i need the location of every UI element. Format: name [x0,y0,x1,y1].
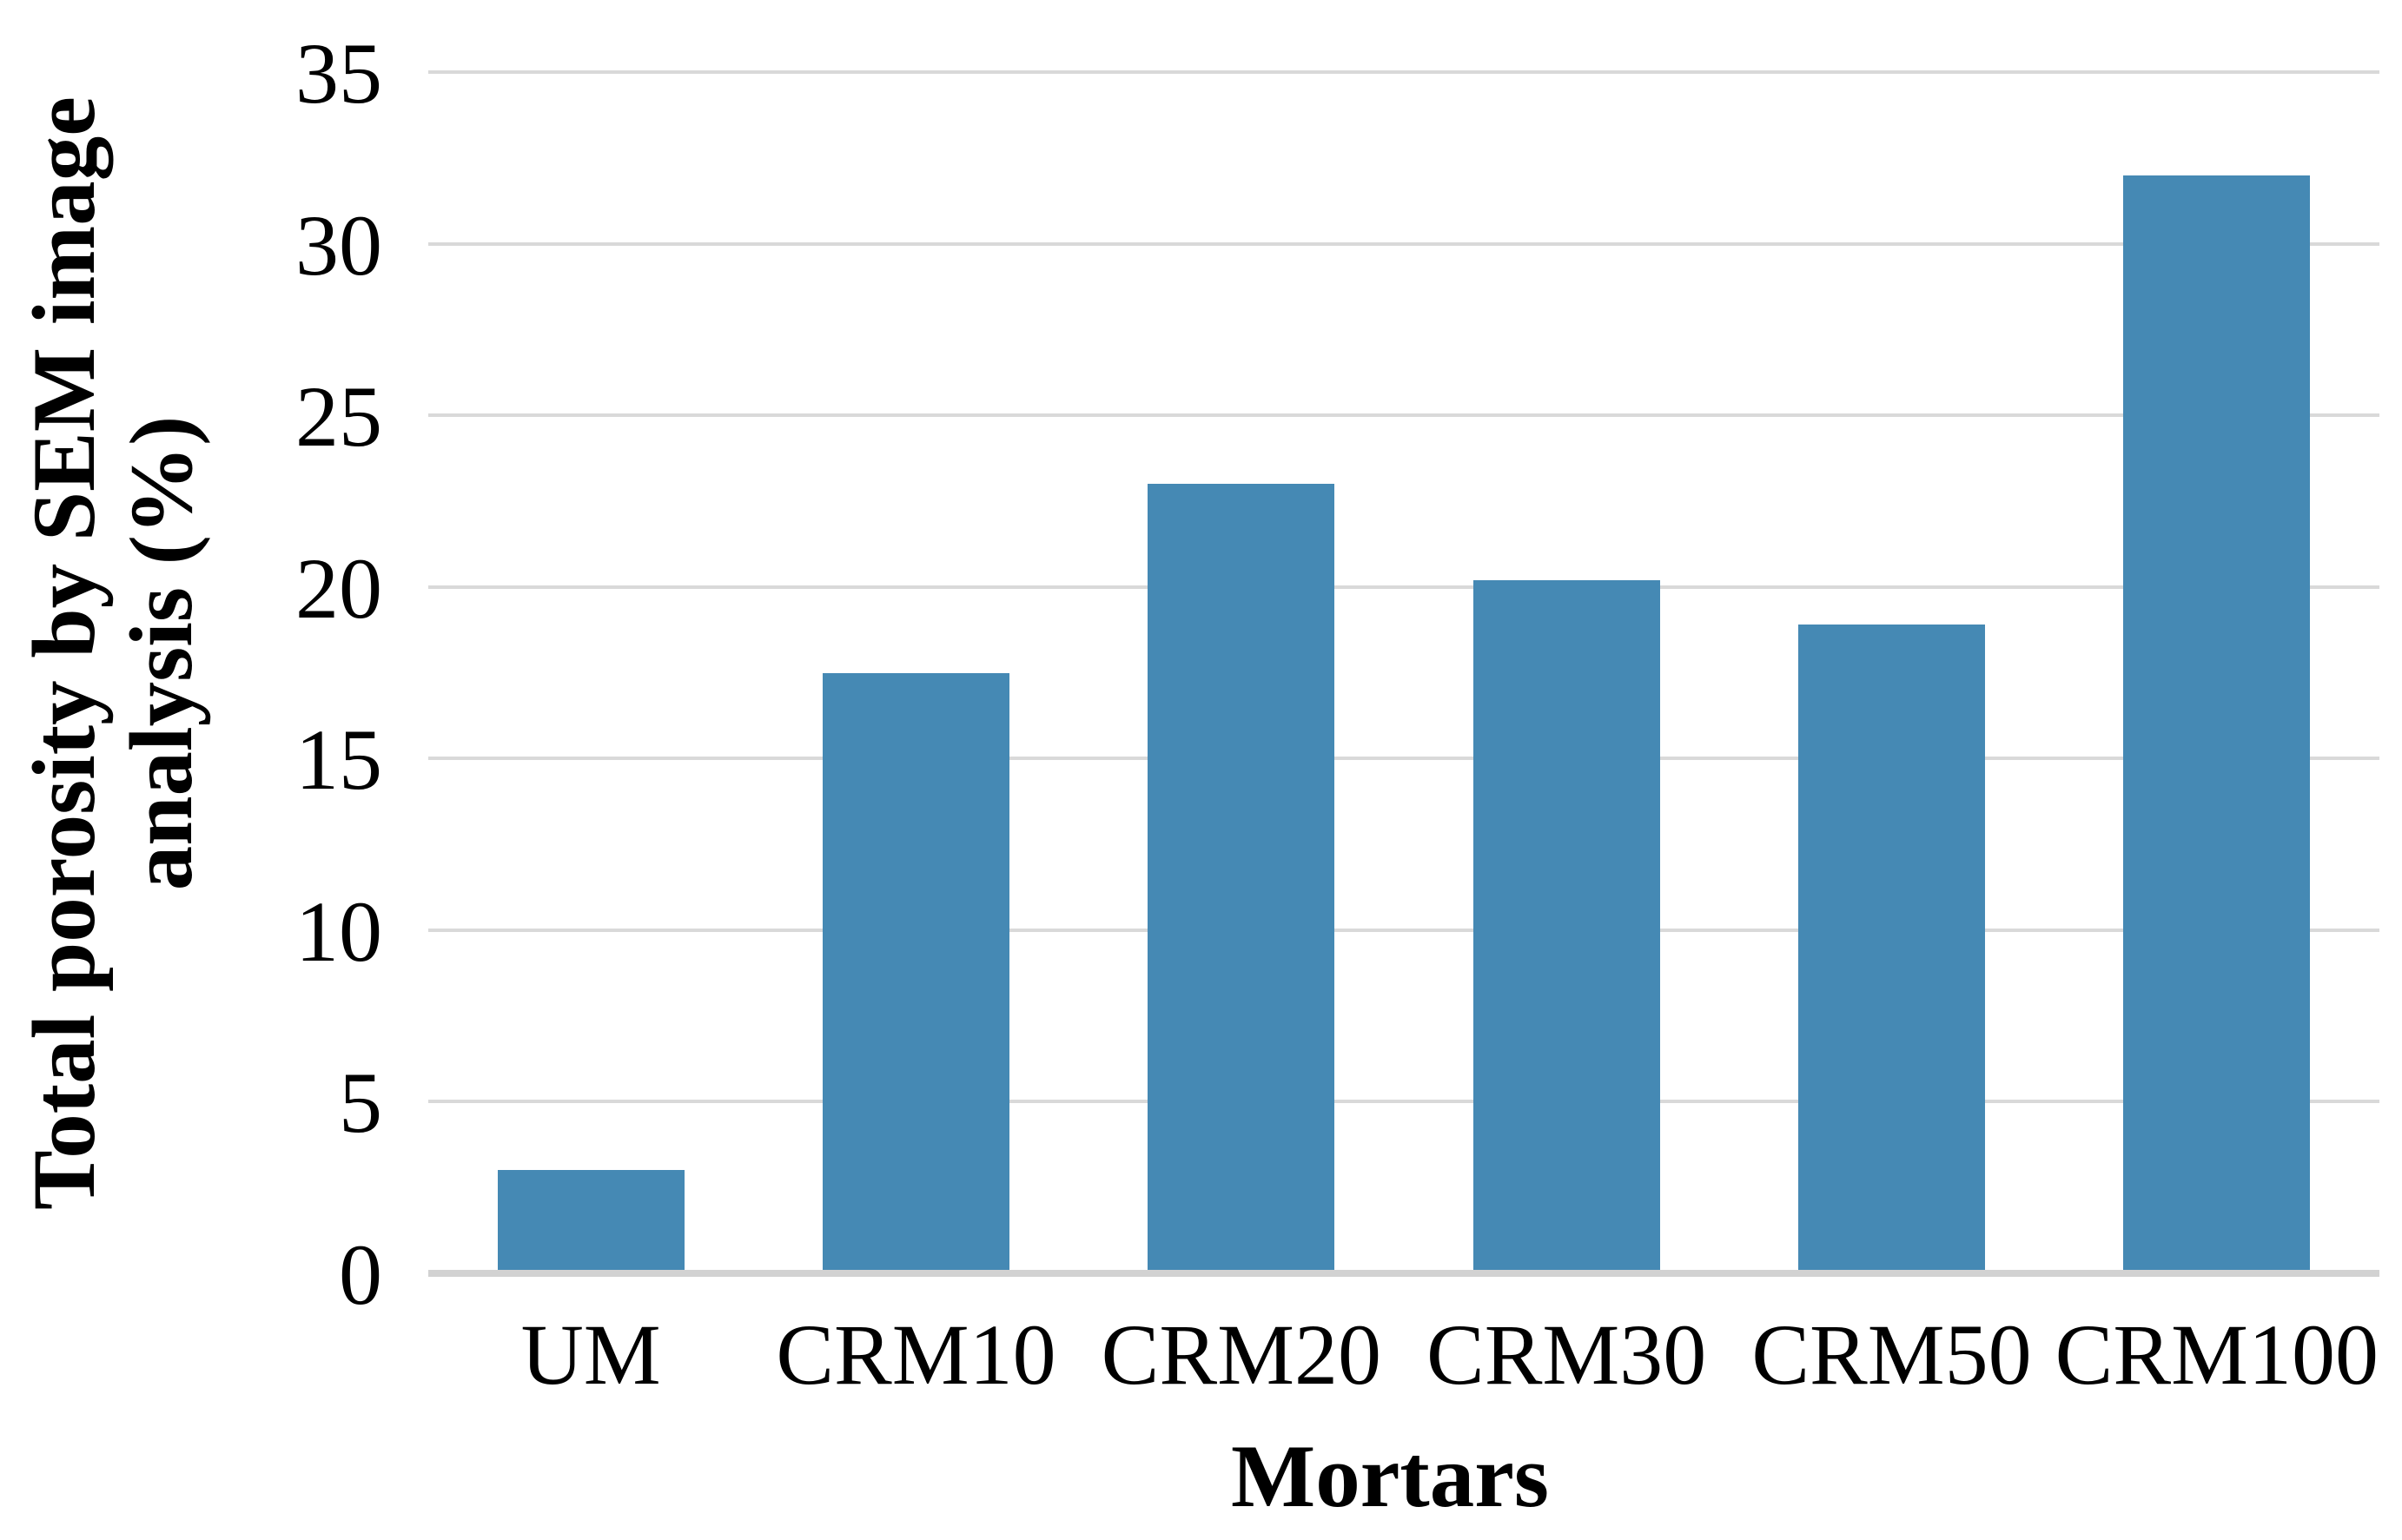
x-tick-label: CRM30 [1426,1306,1707,1403]
bar-CRM20 [1148,484,1335,1273]
bar-slot [2055,72,2379,1273]
x-axis-title: Mortars [1230,1427,1550,1526]
bar-CRM30 [1472,579,1660,1273]
y-tick-label: 25 [295,368,382,466]
y-tick-label: 30 [295,196,382,294]
bar-slot [428,72,753,1273]
y-tick-label: 10 [295,882,382,980]
bar-CRM100 [2123,175,2311,1273]
plot-area [428,70,2379,1277]
bar-slot [1079,72,1404,1273]
y-tick-label: 35 [295,25,382,122]
gridline [428,413,2379,418]
y-tick-label: 15 [295,711,382,809]
x-tick-label: UM [520,1306,661,1403]
gridline [428,928,2379,932]
bars-layer [428,72,2379,1273]
bar-CRM10 [822,672,1010,1273]
gridline [428,241,2379,246]
bar-UM [497,1170,685,1273]
bar-CRM50 [1797,625,1986,1273]
bar-slot [753,72,1078,1273]
bar-slot [1404,72,1729,1273]
bar-slot [1729,72,2054,1273]
gridline [428,70,2379,74]
gridline [428,757,2379,761]
x-tick-label: CRM100 [2055,1306,2379,1403]
y-tick-label: 0 [339,1226,382,1323]
gridline [428,1100,2379,1104]
x-tick-label: CRM20 [1101,1306,1381,1403]
x-axis-line [428,1270,2379,1277]
x-tick-label: CRM50 [1751,1306,2032,1403]
x-tick-label: CRM10 [776,1306,1056,1403]
gridline [428,585,2379,589]
y-tick-label: 5 [339,1054,382,1152]
y-tick-label: 20 [295,539,382,637]
